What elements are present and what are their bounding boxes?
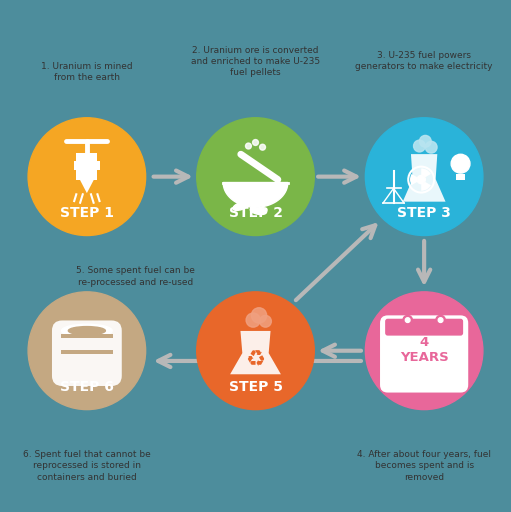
- Circle shape: [365, 118, 483, 236]
- Text: STEP 3: STEP 3: [397, 206, 451, 220]
- Circle shape: [260, 315, 271, 327]
- FancyBboxPatch shape: [74, 161, 100, 169]
- Circle shape: [197, 118, 314, 236]
- Circle shape: [197, 292, 314, 410]
- Circle shape: [413, 140, 425, 152]
- FancyBboxPatch shape: [61, 334, 113, 338]
- Circle shape: [252, 140, 259, 145]
- FancyBboxPatch shape: [380, 315, 468, 393]
- Wedge shape: [421, 182, 431, 191]
- Polygon shape: [230, 331, 281, 374]
- Circle shape: [365, 292, 483, 410]
- Text: 3. U-235 fuel powers
generators to make electricity: 3. U-235 fuel powers generators to make …: [355, 51, 493, 72]
- Circle shape: [403, 315, 412, 325]
- Text: 1. Uranium is mined
from the earth: 1. Uranium is mined from the earth: [41, 61, 133, 82]
- Circle shape: [28, 118, 146, 236]
- FancyBboxPatch shape: [61, 350, 113, 354]
- Ellipse shape: [250, 207, 267, 215]
- FancyBboxPatch shape: [456, 174, 464, 180]
- Text: 4. After about four years, fuel
becomes spent and is
removed: 4. After about four years, fuel becomes …: [357, 451, 491, 481]
- Ellipse shape: [61, 324, 112, 337]
- Circle shape: [251, 308, 267, 323]
- Polygon shape: [403, 154, 446, 202]
- FancyBboxPatch shape: [76, 153, 98, 180]
- Circle shape: [436, 315, 445, 325]
- Text: STEP 5: STEP 5: [228, 380, 283, 394]
- Circle shape: [451, 154, 470, 173]
- Text: STEP 4: STEP 4: [397, 380, 451, 394]
- Text: STEP 6: STEP 6: [60, 380, 114, 394]
- Text: 2. Uranium ore is converted
and enriched to make U-235
fuel pellets: 2. Uranium ore is converted and enriched…: [191, 46, 320, 77]
- Polygon shape: [223, 182, 288, 207]
- Wedge shape: [410, 174, 417, 185]
- FancyBboxPatch shape: [385, 318, 463, 336]
- Text: ♻: ♻: [245, 350, 266, 370]
- Text: STEP 2: STEP 2: [228, 206, 283, 220]
- Circle shape: [417, 176, 425, 184]
- Circle shape: [438, 318, 443, 323]
- Circle shape: [420, 136, 431, 147]
- Text: 5. Some spent fuel can be
re-processed and re-used: 5. Some spent fuel can be re-processed a…: [76, 266, 195, 287]
- Text: 4
YEARS: 4 YEARS: [400, 335, 449, 364]
- Circle shape: [246, 313, 260, 327]
- Ellipse shape: [233, 202, 249, 210]
- Circle shape: [405, 318, 410, 323]
- Circle shape: [260, 144, 266, 150]
- Circle shape: [425, 141, 437, 153]
- Circle shape: [245, 143, 251, 149]
- Text: STEP 1: STEP 1: [60, 206, 114, 220]
- Text: 6. Spent fuel that cannot be
reprocessed is stored in
containers and buried: 6. Spent fuel that cannot be reprocessed…: [23, 451, 151, 481]
- Ellipse shape: [68, 327, 105, 335]
- FancyBboxPatch shape: [52, 321, 122, 386]
- Polygon shape: [80, 180, 94, 193]
- Circle shape: [28, 292, 146, 410]
- Wedge shape: [421, 168, 431, 178]
